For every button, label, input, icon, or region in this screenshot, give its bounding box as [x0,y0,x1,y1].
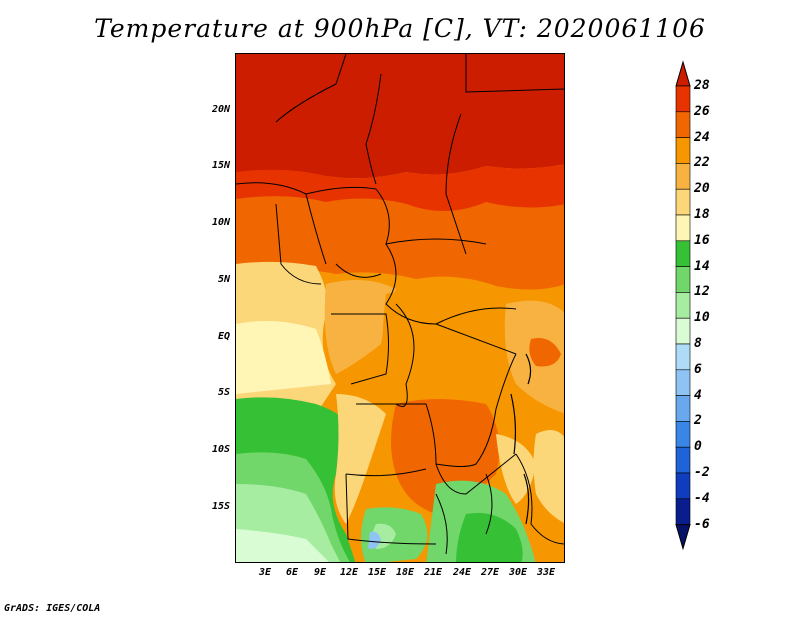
colorbar-label: 26 [694,103,710,119]
colorbar-top-arrow [675,60,691,87]
colorbar-label: -6 [694,516,710,532]
country-borders [236,54,564,555]
lat-label-15n: 15N [211,160,230,171]
colorbar-segment [675,137,691,164]
colorbar-label: 16 [694,232,710,248]
colorbar-segment [675,85,691,113]
colorbar-segment [675,421,691,448]
lon-label-21e: 21E [423,567,443,578]
lon-label-24e: 24E [452,567,472,578]
lon-label-3e: 3E [258,567,272,578]
colorbar-segment [675,472,691,500]
lat-label-10s: 10S [211,444,230,455]
colorbar-segment [675,292,691,319]
colorbar-segment [675,266,691,293]
colorbar-label: -4 [694,490,710,506]
lat-label-eq: EQ [217,331,230,342]
colorbar-label: 12 [694,284,710,300]
colorbar-label: 8 [694,336,702,351]
lon-label-15e: 15E [367,567,387,578]
lake-outlines [510,353,532,525]
colorbar-segment [675,214,691,242]
colorbar-segment [675,163,691,190]
colorbar-label: 22 [694,155,710,171]
colorbar-segment [675,498,691,525]
lat-label-5n: 5N [217,274,230,285]
temperature-field [236,54,564,562]
colorbar-label: 24 [694,129,710,145]
colorbar-label: 10 [694,310,710,326]
colorbar-segment [675,188,691,216]
colorbar-label: 20 [694,181,710,197]
lat-label-15s: 15S [211,501,230,512]
lon-label-27e: 27E [480,567,500,578]
grads-credit: GrADS: IGES/COLA [4,603,101,614]
colorbar-segment [675,111,691,138]
lon-label-30e: 30E [508,567,528,578]
lon-label-33e: 33E [536,567,556,578]
colorbar-label: 4 [694,387,702,403]
lat-label-20n: 20N [211,104,230,115]
colorbar-segment [675,240,691,267]
lon-label-18e: 18E [395,567,415,578]
lat-label-5s: 5S [217,387,230,398]
colorbar-segment [675,343,691,371]
colorbar-label: -2 [694,465,710,480]
temperature-map [235,53,565,563]
colorbar-bottom-arrow [675,524,691,551]
colorbar-segment [675,395,691,422]
lon-label-12e: 12E [339,567,359,578]
lon-label-9e: 9E [313,567,327,578]
colorbar-label: 2 [694,413,702,429]
lat-label-10n: 10N [211,217,230,228]
colorbar-label: 28 [694,78,710,93]
chart-title: Temperature at 900hPa [C], VT: 202006110… [94,14,706,43]
colorbar-label: 14 [694,258,710,274]
colorbar-segment [675,369,691,396]
colorbar-label: 18 [694,207,710,222]
lon-label-6e: 6E [285,567,299,578]
colorbar-segment [675,317,691,345]
colorbar-label: 0 [694,439,702,455]
colorbar-label: 6 [694,361,702,377]
colorbar-segment [675,446,691,474]
